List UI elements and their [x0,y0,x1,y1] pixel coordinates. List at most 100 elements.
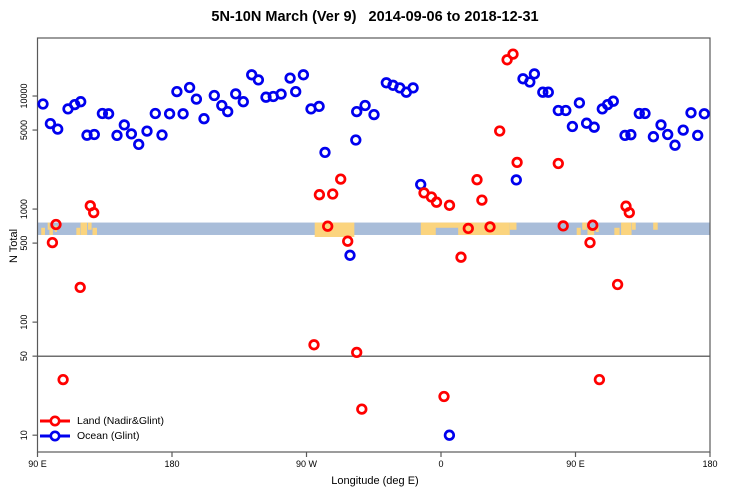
data-point-ocean [96,107,109,120]
data-point-ocean [619,129,631,142]
data-point-ocean [647,131,660,143]
land-segment [576,227,581,235]
data-point-land [46,236,59,249]
y-tick-label: 100 [19,315,29,330]
ocean-series-marker-icon [40,430,70,442]
data-point-land [351,346,363,359]
y-tick-label: 1000 [19,199,29,219]
data-point-land [584,236,596,249]
data-point-ocean [190,93,203,105]
data-point-ocean [290,85,302,98]
data-point-ocean [297,69,310,81]
data-point-land [57,373,69,386]
land-segment [80,222,88,235]
data-point-ocean [141,125,153,137]
data-point-land [327,188,339,200]
data-point-land [587,219,599,231]
data-point-ocean [542,86,554,98]
data-point-land [611,278,624,291]
data-point-ocean [685,107,697,119]
land-segment [88,222,92,230]
land-segment [582,222,587,230]
data-point-ocean [37,98,49,110]
data-point-ocean [351,105,363,118]
land-segment [314,222,355,237]
data-point-land [322,220,334,232]
data-point-ocean [237,96,249,108]
data-point-ocean [252,74,265,86]
data-point-ocean [407,82,419,94]
land-segment [621,222,632,235]
data-point-ocean [510,174,522,186]
data-point-land [335,173,347,185]
y-tick-label: 50 [19,351,29,361]
y-tick-label: 10 [19,430,29,440]
data-point-land [74,281,86,294]
land-segment [92,227,97,235]
x-axis-label: Longitude (deg E) [331,475,419,487]
data-point-ocean [163,108,176,120]
data-point-ocean [359,99,371,112]
data-point-ocean [443,429,456,441]
x-tick-label: 180 [702,459,717,469]
ocean-notch [435,227,459,235]
data-point-ocean [313,100,325,113]
data-point-ocean [560,104,572,117]
data-point-ocean [171,85,183,98]
data-point-land [88,206,100,219]
data-point-ocean [208,89,220,102]
data-point-ocean [566,120,579,133]
data-point-land [342,235,354,247]
data-point-ocean [350,134,362,146]
y-tick-label: 5000 [19,120,29,140]
x-tick-label: 180 [164,459,179,469]
land-segment [653,222,658,230]
data-point-ocean [368,108,380,121]
data-point-ocean [662,128,674,141]
y-axis-label: N Total [8,228,20,264]
data-point-land [438,390,450,403]
land-segment [595,225,599,232]
data-point-ocean [216,99,228,112]
data-point-ocean [230,88,242,100]
data-point-land [501,54,513,66]
data-point-ocean [588,121,600,133]
chart-title: 5N-10N March (Ver 9) 2014-09-06 to 2018-… [211,9,539,25]
data-point-ocean [102,108,115,120]
data-point-ocean [222,105,234,118]
data-point-land [511,156,523,169]
data-point-ocean [198,113,210,125]
data-point-ocean [284,72,296,84]
data-point-land [507,48,519,60]
data-point-ocean [156,129,168,141]
land-segment [587,227,595,235]
data-point-land [356,403,368,415]
data-point-ocean [633,107,645,120]
data-point-ocean [677,124,689,136]
data-point-ocean [639,107,651,120]
legend-label-land: Land (Nadir&Glint) [77,415,164,428]
data-point-ocean [125,128,138,140]
data-point-land [623,206,635,219]
data-point-land [50,218,62,231]
plot-box [36,37,711,453]
data-point-land [308,339,320,351]
data-point-land [476,194,488,206]
data-point-ocean [75,96,87,108]
latitude-map-band [37,222,710,237]
land-segment [631,222,636,230]
data-point-ocean [319,146,331,159]
land-segment [41,227,45,235]
land-segment [614,227,620,235]
land-segment [47,222,50,230]
data-point-ocean [177,108,189,120]
data-point-ocean [655,119,667,131]
data-point-land [443,199,456,211]
land-series-marker-icon [40,415,70,427]
legend-label-ocean: Ocean (Glint) [77,429,140,442]
data-point-land [455,251,467,263]
data-point-land [557,220,569,232]
x-tick-label: 90 E [566,459,585,469]
